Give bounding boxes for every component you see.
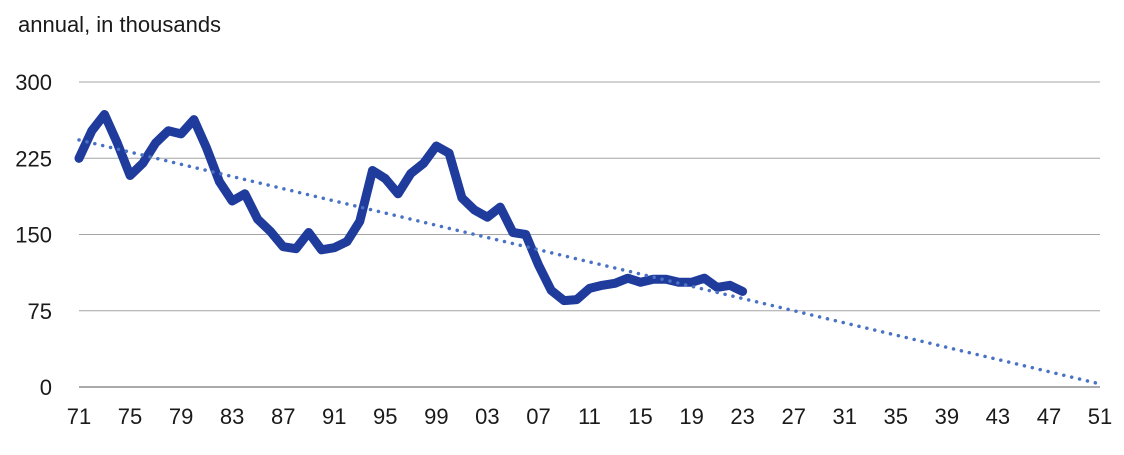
x-tick-label: 03 [475,404,499,429]
x-tick-label: 11 [578,404,601,429]
x-tick-label: 15 [628,404,652,429]
x-tick-label: 87 [271,404,295,429]
y-tick-label: 150 [15,223,52,248]
x-tick-label: 51 [1088,404,1112,429]
y-tick-label: 300 [15,70,52,95]
x-tick-label: 35 [884,404,908,429]
x-tick-label: 23 [730,404,754,429]
y-tick-label: 0 [40,375,52,400]
unit-label: annual, in thousands [18,12,222,37]
y-axis-tick-labels: 0 75 150 225 300 [15,70,52,400]
series-layer [74,110,1102,386]
x-tick-label: 79 [169,404,193,429]
x-axis-tick-labels: 71 75 79 83 87 91 95 99 03 07 11 15 19 23 27 31 35 39 43 47… [67,404,1112,429]
x-tick-label: 43 [986,404,1010,429]
y-tick-label: 75 [28,299,52,324]
x-tick-label: 07 [526,404,550,429]
x-tick-label: 39 [935,404,959,429]
y-tick-label: 225 [15,146,52,171]
x-tick-label: 99 [424,404,448,429]
x-tick-label: 19 [679,404,703,429]
x-tick-label: 91 [322,404,346,429]
x-tick-label: 27 [781,404,805,429]
trendline [77,138,1102,386]
gridlines [79,81,1100,388]
x-tick-label: 47 [1037,404,1061,429]
x-tick-label: 95 [373,404,397,429]
series-line [74,110,748,306]
x-tick-label: 31 [833,404,857,429]
x-tick-label: 83 [220,404,244,429]
x-tick-label: 75 [118,404,142,429]
x-tick-label: 71 [67,404,91,429]
